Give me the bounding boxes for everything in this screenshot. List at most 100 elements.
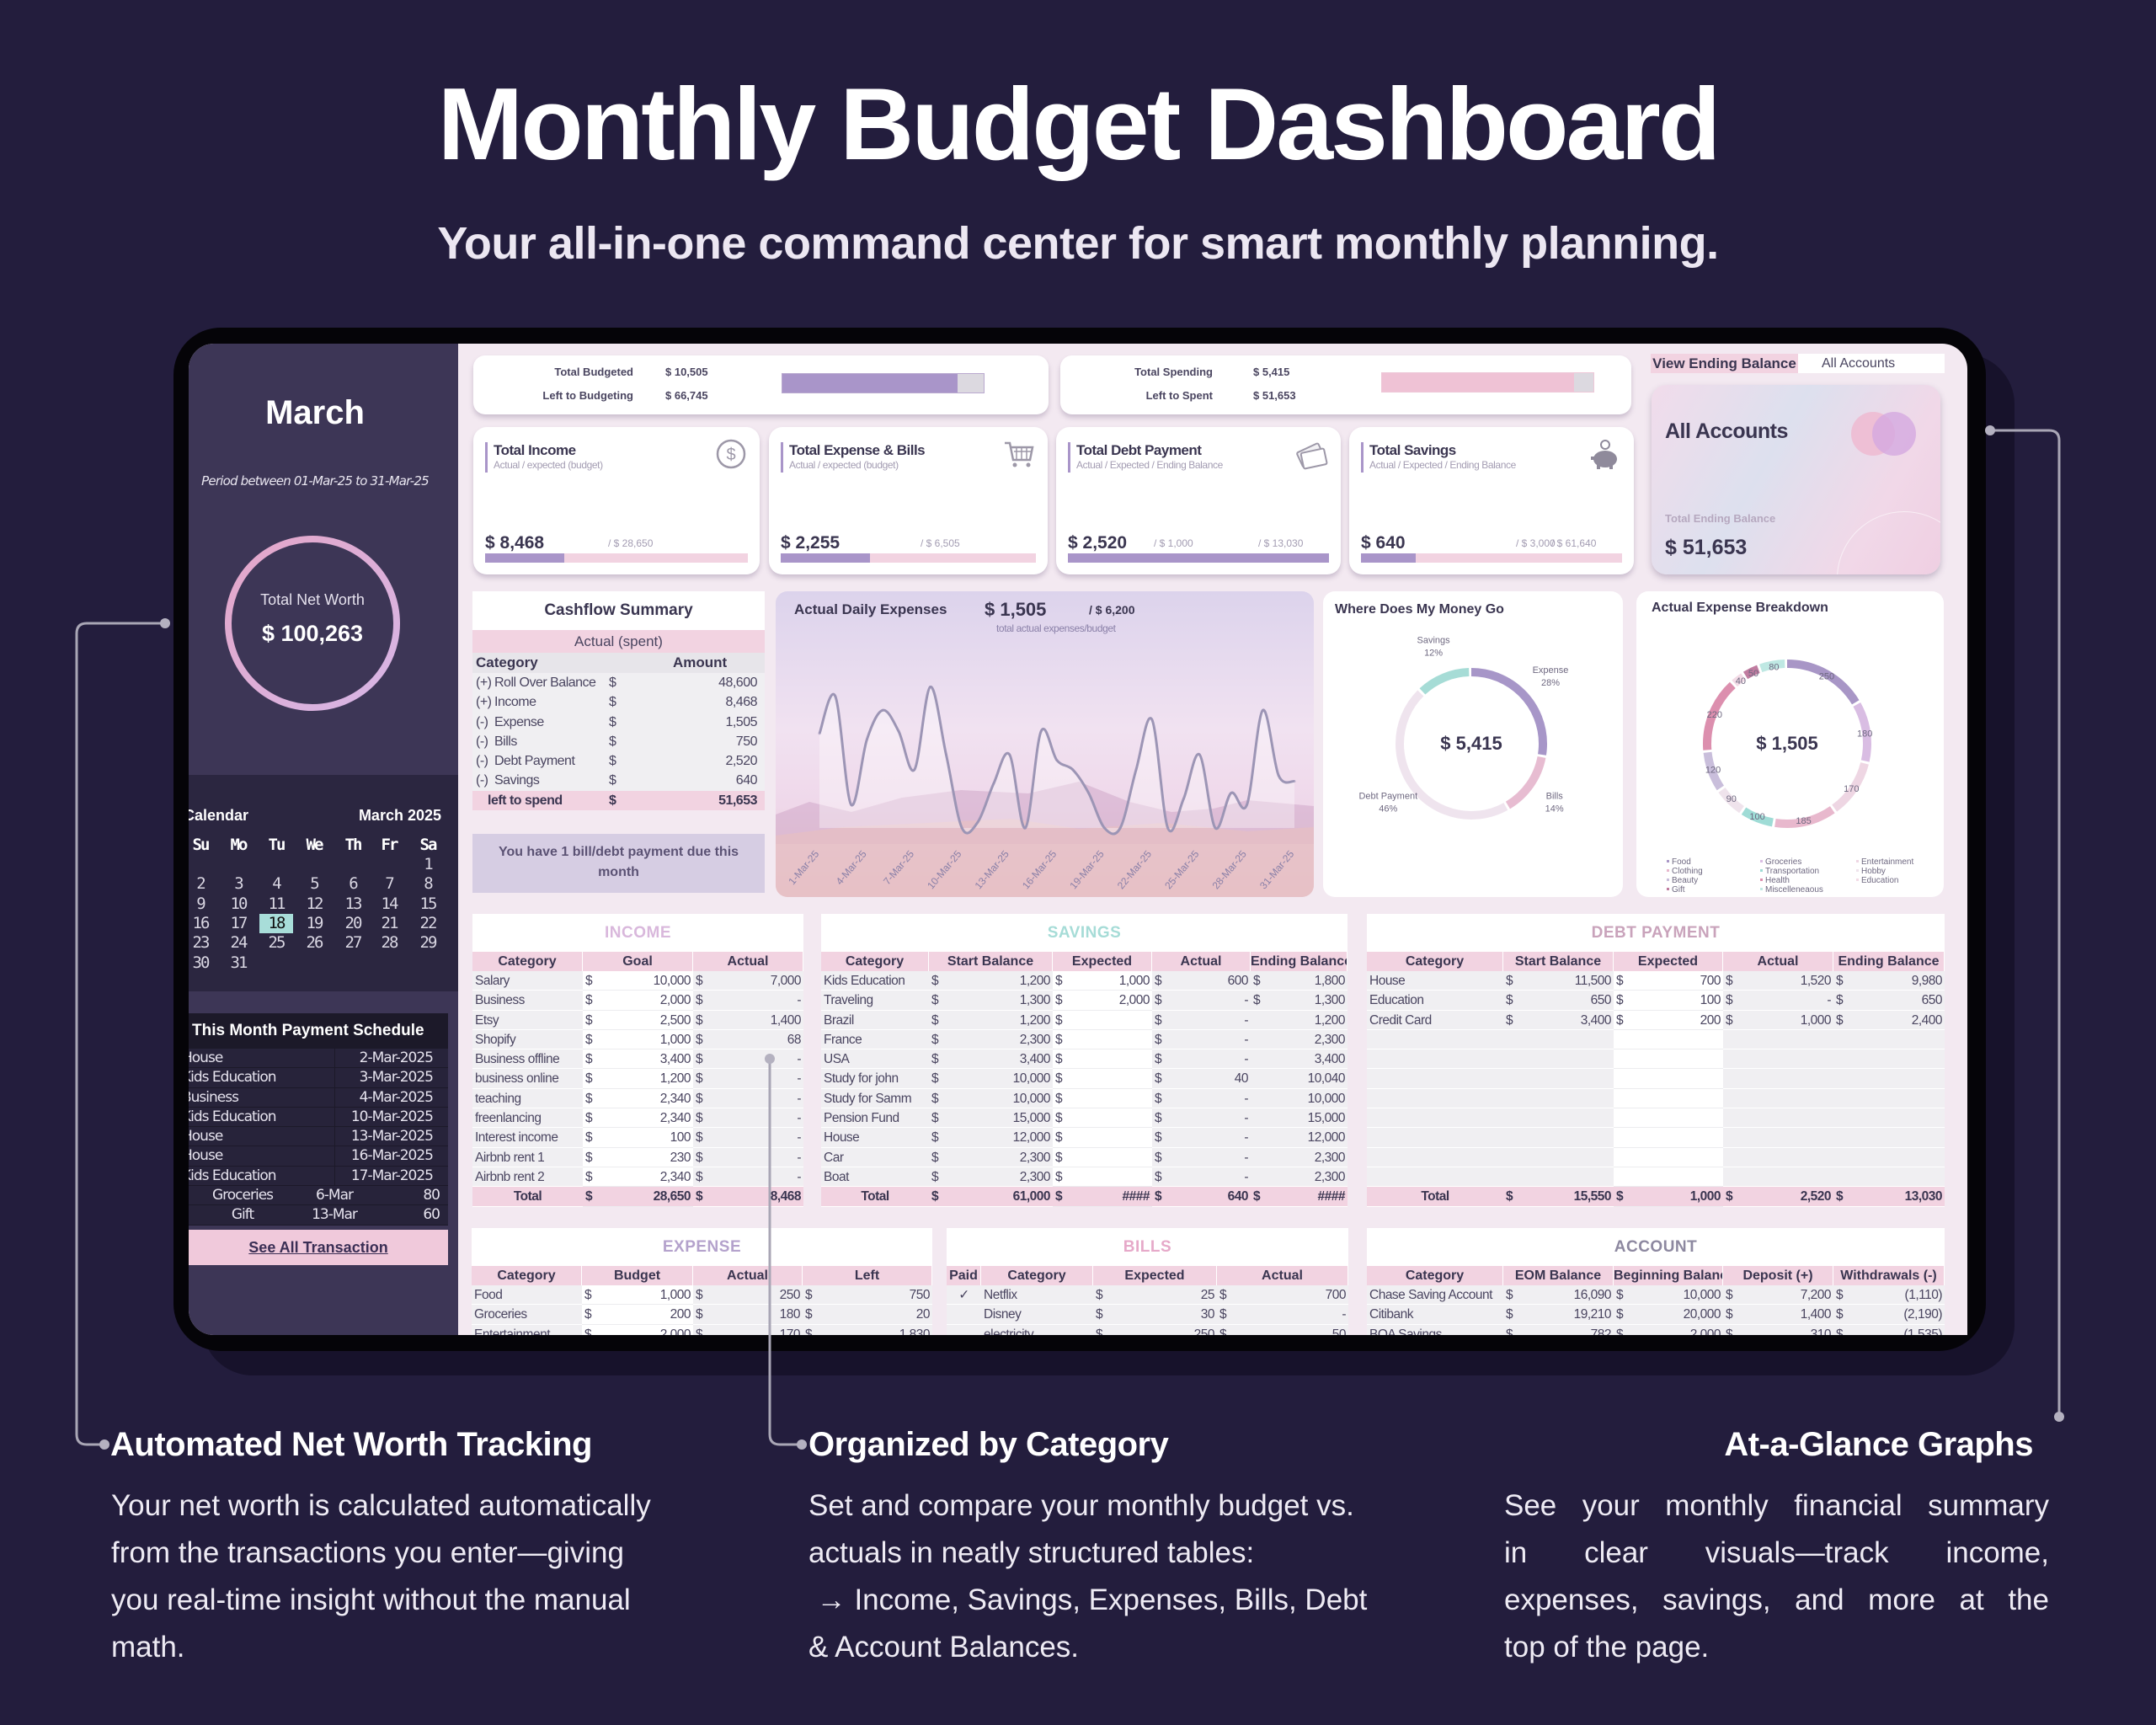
- x-tick-label: 13-Mar-25: [973, 848, 1012, 892]
- column-header[interactable]: Budget: [582, 1266, 693, 1285]
- column-header[interactable]: Left: [803, 1266, 932, 1285]
- column-header[interactable]: Ending Balance: [1251, 952, 1348, 971]
- calendar-day[interactable]: 3: [234, 874, 243, 894]
- currency-symbol: $: [929, 1069, 953, 1089]
- calendar-day[interactable]: 25: [268, 933, 286, 953]
- column-header[interactable]: Deposit (+): [1723, 1266, 1833, 1285]
- calendar-day[interactable]: 30: [192, 953, 211, 972]
- calendar-day[interactable]: 28: [381, 933, 399, 953]
- calendar-day[interactable]: 24: [230, 933, 248, 953]
- column-header[interactable]: Category: [1367, 952, 1503, 971]
- category-cell: Netflix: [981, 1285, 1093, 1306]
- legend-label: Entertainment: [1861, 857, 1914, 867]
- calendar-day[interactable]: 16: [192, 913, 211, 932]
- currency-symbol: $: [929, 1108, 953, 1129]
- schedule-item-date: 17-Mar-2025: [350, 1167, 434, 1184]
- column-header[interactable]: Ending Balance: [1833, 952, 1945, 971]
- paid-checkbox[interactable]: [947, 1305, 981, 1325]
- column-header[interactable]: Expected: [1053, 952, 1152, 971]
- category-cell: Chase Saving Account: [1367, 1285, 1503, 1306]
- schedule-extra-amount: 60: [423, 1206, 440, 1224]
- currency-symbol: [1833, 1049, 1857, 1070]
- category-cell: Salary: [472, 971, 583, 991]
- account-selector-dropdown[interactable]: All Accounts: [1798, 354, 1945, 373]
- column-header[interactable]: Goal: [583, 952, 693, 971]
- column-header[interactable]: Category: [981, 1266, 1093, 1285]
- x-tick-label: 28-Mar-25: [1210, 848, 1250, 892]
- amount-cell: [1637, 1167, 1723, 1188]
- amount-cell: 3,400: [1274, 1049, 1348, 1070]
- amount-cell: -: [1176, 1088, 1251, 1109]
- calendar-day[interactable]: 5: [310, 874, 319, 894]
- column-header[interactable]: Start Balance: [1503, 952, 1614, 971]
- calendar-day[interactable]: 13: [344, 894, 363, 913]
- column-header[interactable]: Category: [472, 952, 583, 971]
- paid-checkbox[interactable]: [947, 1324, 981, 1335]
- currency-symbol: $: [929, 971, 953, 991]
- currency-symbol: $: [583, 1167, 606, 1188]
- slice-value-label: 46%: [1379, 804, 1397, 814]
- calendar-day[interactable]: 23: [192, 933, 211, 953]
- calendar-day[interactable]: 29: [419, 933, 438, 953]
- calendar-day[interactable]: 27: [344, 933, 363, 953]
- column-header[interactable]: Beginning Balance: [1614, 1266, 1723, 1285]
- amount-cell: 1,300: [953, 991, 1053, 1011]
- amount-cell: [1857, 1147, 1945, 1167]
- slice-value-label: 220: [1707, 710, 1722, 720]
- dollar-circle-icon: $: [716, 439, 746, 469]
- currency-symbol: [1614, 1029, 1637, 1050]
- legend-label: Health: [1765, 876, 1790, 885]
- calendar-day[interactable]: 19: [306, 913, 324, 932]
- amount-cell: 10,000: [606, 971, 693, 991]
- x-tick-label: 25-Mar-25: [1162, 848, 1202, 892]
- calendar-day[interactable]: 17: [230, 913, 248, 932]
- column-header[interactable]: Category: [472, 1266, 582, 1285]
- calendar-day[interactable]: 2: [196, 874, 205, 894]
- amount-cell: [1527, 1167, 1614, 1188]
- amount-cell: [1076, 1010, 1152, 1030]
- column-header[interactable]: Actual: [1217, 1266, 1348, 1285]
- calendar-day-today[interactable]: 18: [259, 913, 293, 933]
- column-header[interactable]: Actual: [1152, 952, 1251, 971]
- calendar-day[interactable]: 4: [272, 874, 281, 894]
- breakdown-chart-title: Actual Expense Breakdown: [1652, 601, 1828, 615]
- calendar-day[interactable]: 22: [419, 913, 438, 932]
- column-header[interactable]: Expected: [1614, 952, 1723, 971]
- paid-checkbox[interactable]: ✓: [947, 1285, 981, 1306]
- column-header[interactable]: Expected: [1093, 1266, 1217, 1285]
- column-header[interactable]: Actual: [693, 952, 803, 971]
- calendar-day[interactable]: 15: [419, 894, 438, 913]
- calendar-day[interactable]: 11: [268, 894, 286, 913]
- column-header[interactable]: Actual: [693, 1266, 803, 1285]
- column-header[interactable]: Withdrawals (-): [1833, 1266, 1945, 1285]
- calendar-day[interactable]: 21: [381, 913, 399, 932]
- column-header[interactable]: Actual: [1723, 952, 1833, 971]
- column-header[interactable]: Start Balance: [929, 952, 1053, 971]
- calendar-day[interactable]: 6: [349, 874, 358, 894]
- column-header[interactable]: EOM Balance: [1503, 1266, 1614, 1285]
- calendar-day[interactable]: 8: [424, 874, 433, 894]
- currency-symbol: $: [583, 991, 606, 1011]
- bill-due-notice: You have 1 bill/debt payment due this mo…: [472, 834, 765, 893]
- spending-progress-fill: [1382, 373, 1575, 392]
- calendar-day[interactable]: 9: [196, 894, 205, 913]
- net-worth-label: Total Net Worth: [260, 591, 365, 608]
- callout-line: top of the page.: [1504, 1631, 1710, 1664]
- amount-cell: 1,520: [1747, 971, 1833, 991]
- calendar-day[interactable]: 12: [306, 894, 324, 913]
- calendar-day[interactable]: 1: [424, 855, 433, 873]
- column-header[interactable]: Category: [821, 952, 929, 971]
- column-header[interactable]: Category: [1367, 1266, 1503, 1285]
- calendar-day[interactable]: 26: [306, 933, 324, 953]
- calendar-day[interactable]: 20: [344, 913, 363, 932]
- cashflow-summary: Cashflow Summary Actual (spent) Category…: [472, 591, 765, 811]
- calendar-day[interactable]: 10: [230, 894, 248, 913]
- column-header[interactable]: Paid: [947, 1266, 981, 1285]
- calendar-day[interactable]: 7: [385, 874, 394, 894]
- see-all-transactions-link[interactable]: See All Transaction: [189, 1230, 448, 1265]
- calendar-day[interactable]: 14: [381, 894, 399, 913]
- calendar-day[interactable]: 31: [230, 953, 248, 972]
- credit-card-icon: [1296, 442, 1328, 470]
- slice-value-label: 90: [1726, 794, 1737, 804]
- amount-cell: -: [1176, 1128, 1251, 1148]
